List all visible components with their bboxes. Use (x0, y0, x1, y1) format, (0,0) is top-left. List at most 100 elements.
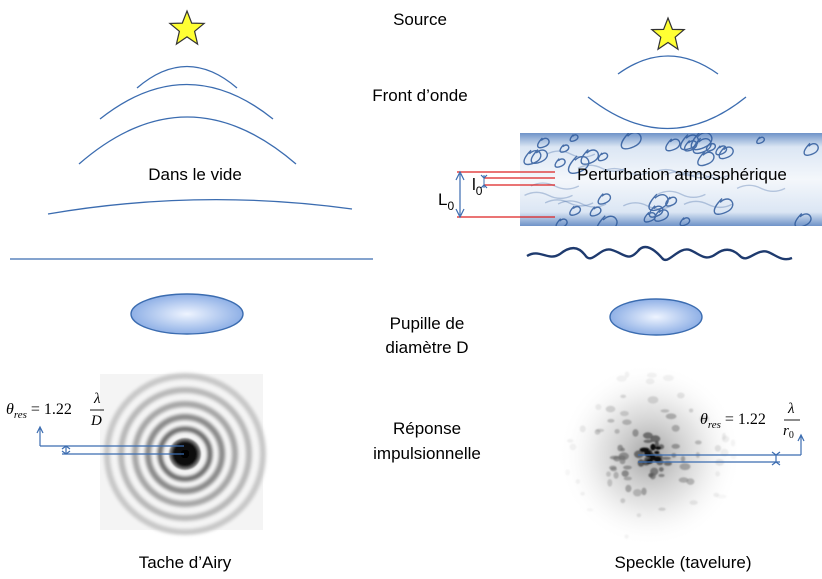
speckle-grain (677, 392, 685, 399)
turbulence-swirl (715, 145, 728, 156)
speckle-grain (567, 439, 574, 443)
turbulence-swirl (569, 134, 579, 142)
speckle-grain (586, 508, 594, 512)
turbulence-swirl (794, 213, 812, 226)
label-wavefront: Front d’onde (372, 86, 467, 105)
speckle-grain (594, 429, 601, 435)
speckle-grain (648, 473, 654, 478)
turbulence-swirl (718, 146, 734, 160)
svg-text:D: D (90, 413, 102, 429)
speckle-core (654, 450, 660, 455)
pupil-left (130, 293, 244, 335)
turbulence-wisp (657, 190, 706, 199)
speckle-grain (658, 467, 664, 472)
speckle-grain (665, 413, 677, 420)
speckle-grain (614, 429, 620, 434)
star-icon-left (168, 9, 206, 46)
formula-left: θres = 1.22 λ D (6, 391, 104, 429)
l0-label: l0 (472, 175, 483, 198)
turbulence-wisp (653, 168, 703, 177)
svg-text:θres = 1.22: θres = 1.22 (6, 401, 72, 421)
speckle-grain (730, 439, 736, 447)
speckle-grain (646, 372, 657, 378)
formula-right: θres = 1.22 λ r0 (700, 401, 800, 441)
label-response-line1: Réponse (393, 419, 461, 438)
turbulence-wisp (524, 191, 573, 200)
speckle-grain (689, 500, 698, 505)
speckle-core (655, 446, 662, 450)
turbulence-swirl (679, 217, 691, 226)
speckle-grain (634, 450, 644, 459)
turbulence-wisp (665, 171, 714, 179)
svg-text:θres = 1.22: θres = 1.22 (700, 411, 766, 431)
turbulence-swirl (665, 196, 678, 207)
turbulence-swirl (643, 211, 657, 223)
speckle-grain (607, 479, 613, 487)
speckle-core (653, 456, 662, 463)
speckle-grain (620, 498, 626, 504)
speckle-grain (616, 375, 627, 382)
speckle-grain (565, 469, 570, 476)
speckle-grain (643, 432, 653, 439)
turbulence-swirl (705, 142, 717, 152)
L0-label: L0 (438, 190, 454, 213)
turbulence-wisp (577, 164, 627, 172)
turbulence-swirl (589, 206, 602, 217)
turbulence-swirl (713, 198, 734, 215)
label-vacuum: Dans le vide (148, 165, 242, 184)
turbulence-swirl (620, 133, 642, 150)
svg-text:λ: λ (787, 401, 795, 417)
speckle-grain (715, 471, 720, 477)
speckle-grain (621, 470, 629, 477)
speckle-grain (610, 467, 617, 472)
wavefront-right (587, 55, 747, 130)
speckle-grain (671, 424, 680, 432)
resolution-arrow-left (36, 425, 184, 455)
speckle-grain (658, 507, 666, 511)
speckle-grain (624, 534, 629, 539)
label-pupil-line1: Pupille de (390, 314, 465, 333)
speckle-grain (613, 471, 619, 479)
label-source: Source (393, 10, 447, 29)
star-icon-right (650, 16, 686, 51)
turbulence-swirl (665, 138, 681, 152)
turbulence-swirl (756, 136, 766, 145)
speckle-grain (620, 394, 627, 399)
turbulence-wisp (530, 182, 580, 190)
speckle-grain (686, 478, 695, 485)
turbulence-swirl (653, 209, 669, 222)
turbulence-band (520, 133, 822, 226)
turbulence-swirl (554, 158, 566, 168)
turbulence-swirl (569, 205, 582, 216)
turbulence-wisp (602, 167, 651, 176)
turbulence-swirl (803, 142, 819, 156)
turbulence-swirl (567, 155, 590, 174)
speckle-grain (647, 396, 659, 404)
turbulence-swirl (648, 193, 669, 212)
turbulence-swirl (597, 152, 609, 162)
turbulence-swirl (523, 149, 542, 166)
speckle-grain (671, 443, 680, 449)
speckle-grain (632, 429, 639, 437)
speckle-grain (607, 418, 615, 423)
speckle-grain (620, 410, 629, 417)
speckle-grain (605, 405, 616, 413)
speckle-grain (624, 371, 630, 378)
speckle-grain (650, 435, 661, 443)
speckle-grain (620, 447, 625, 452)
turbulence-wisp (683, 200, 733, 209)
speckle-core (650, 443, 656, 451)
label-pupil-line2: diamètre D (385, 338, 468, 357)
airy-pattern (100, 373, 266, 535)
speckle-grain (609, 455, 619, 460)
speckle-grain (699, 415, 710, 423)
speckle-grain (660, 409, 670, 413)
label-perturbation: Perturbation atmosphérique (577, 165, 787, 184)
turbulence-wisp (623, 202, 672, 210)
speckle-grain (623, 476, 632, 481)
turbulence-wisp (680, 171, 729, 179)
speckle-grain (641, 487, 647, 496)
speckle-grain (606, 471, 611, 477)
speckle-grain (662, 374, 674, 382)
speckle-grain (579, 425, 586, 433)
